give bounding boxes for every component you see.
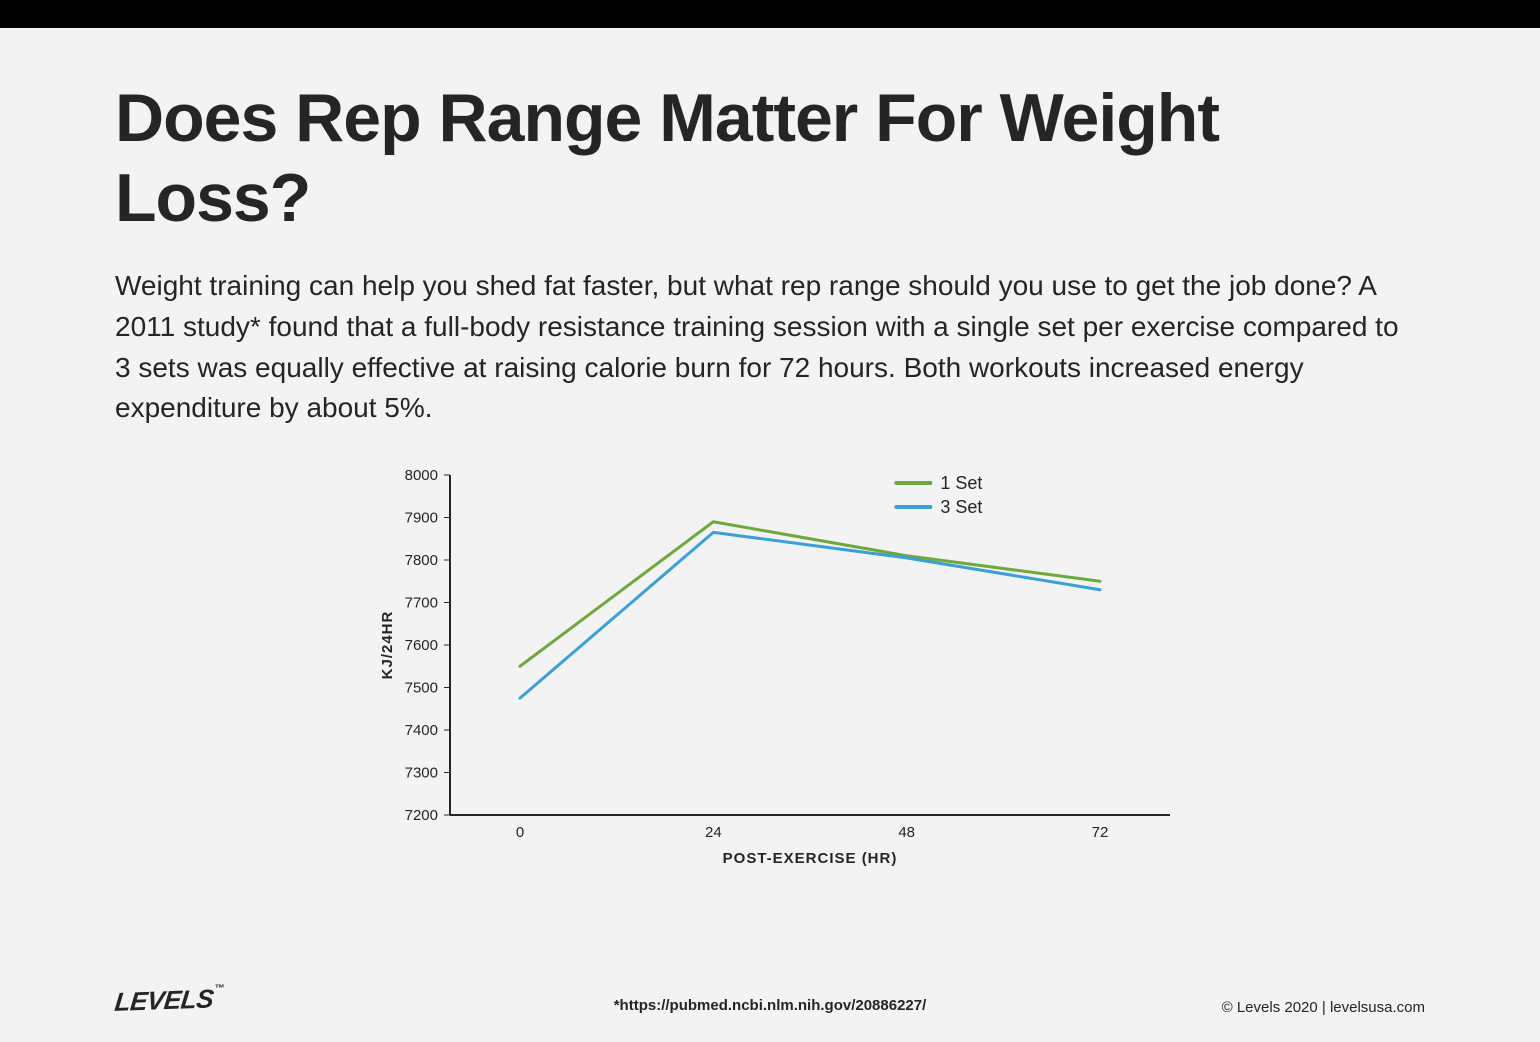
intro-paragraph: Weight training can help you shed fat fa… [115, 266, 1405, 428]
svg-text:POST-EXERCISE (HR): POST-EXERCISE (HR) [723, 850, 898, 867]
svg-text:48: 48 [898, 824, 915, 841]
top-bar [0, 0, 1540, 28]
svg-text:72: 72 [1092, 824, 1109, 841]
svg-text:24: 24 [705, 824, 722, 841]
svg-text:7800: 7800 [405, 552, 438, 569]
svg-text:8000: 8000 [405, 467, 438, 484]
svg-text:7300: 7300 [405, 764, 438, 781]
svg-text:7900: 7900 [405, 509, 438, 526]
citation-text: *https://pubmed.ncbi.nlm.nih.gov/2088622… [614, 997, 927, 1014]
page-container: Does Rep Range Matter For Weight Loss? W… [0, 28, 1540, 1042]
svg-text:1 Set: 1 Set [940, 473, 982, 493]
svg-text:7600: 7600 [405, 637, 438, 654]
page-title: Does Rep Range Matter For Weight Loss? [115, 78, 1425, 238]
svg-text:0: 0 [516, 824, 524, 841]
line-chart: 7200 7300 7400 7500 7600 7700 7800 7900 8000 0 24 4… [355, 465, 1205, 885]
brand-logo-text: LEVELS [113, 983, 215, 1016]
svg-text:KJ/24HR: KJ/24HR [379, 610, 396, 679]
svg-text:7200: 7200 [405, 807, 438, 824]
chart-svg: 7200 7300 7400 7500 7600 7700 7800 7900 8000 0 24 4… [355, 465, 1205, 885]
brand-logo: LEVELS™ [113, 983, 224, 1018]
svg-text:3 Set: 3 Set [940, 497, 982, 517]
copyright-text: © Levels 2020 | levelsusa.com [1222, 999, 1425, 1016]
svg-text:7500: 7500 [405, 679, 438, 696]
svg-text:7400: 7400 [405, 722, 438, 739]
footer: LEVELS™ *https://pubmed.ncbi.nlm.nih.gov… [115, 985, 1425, 1016]
svg-text:7700: 7700 [405, 594, 438, 611]
